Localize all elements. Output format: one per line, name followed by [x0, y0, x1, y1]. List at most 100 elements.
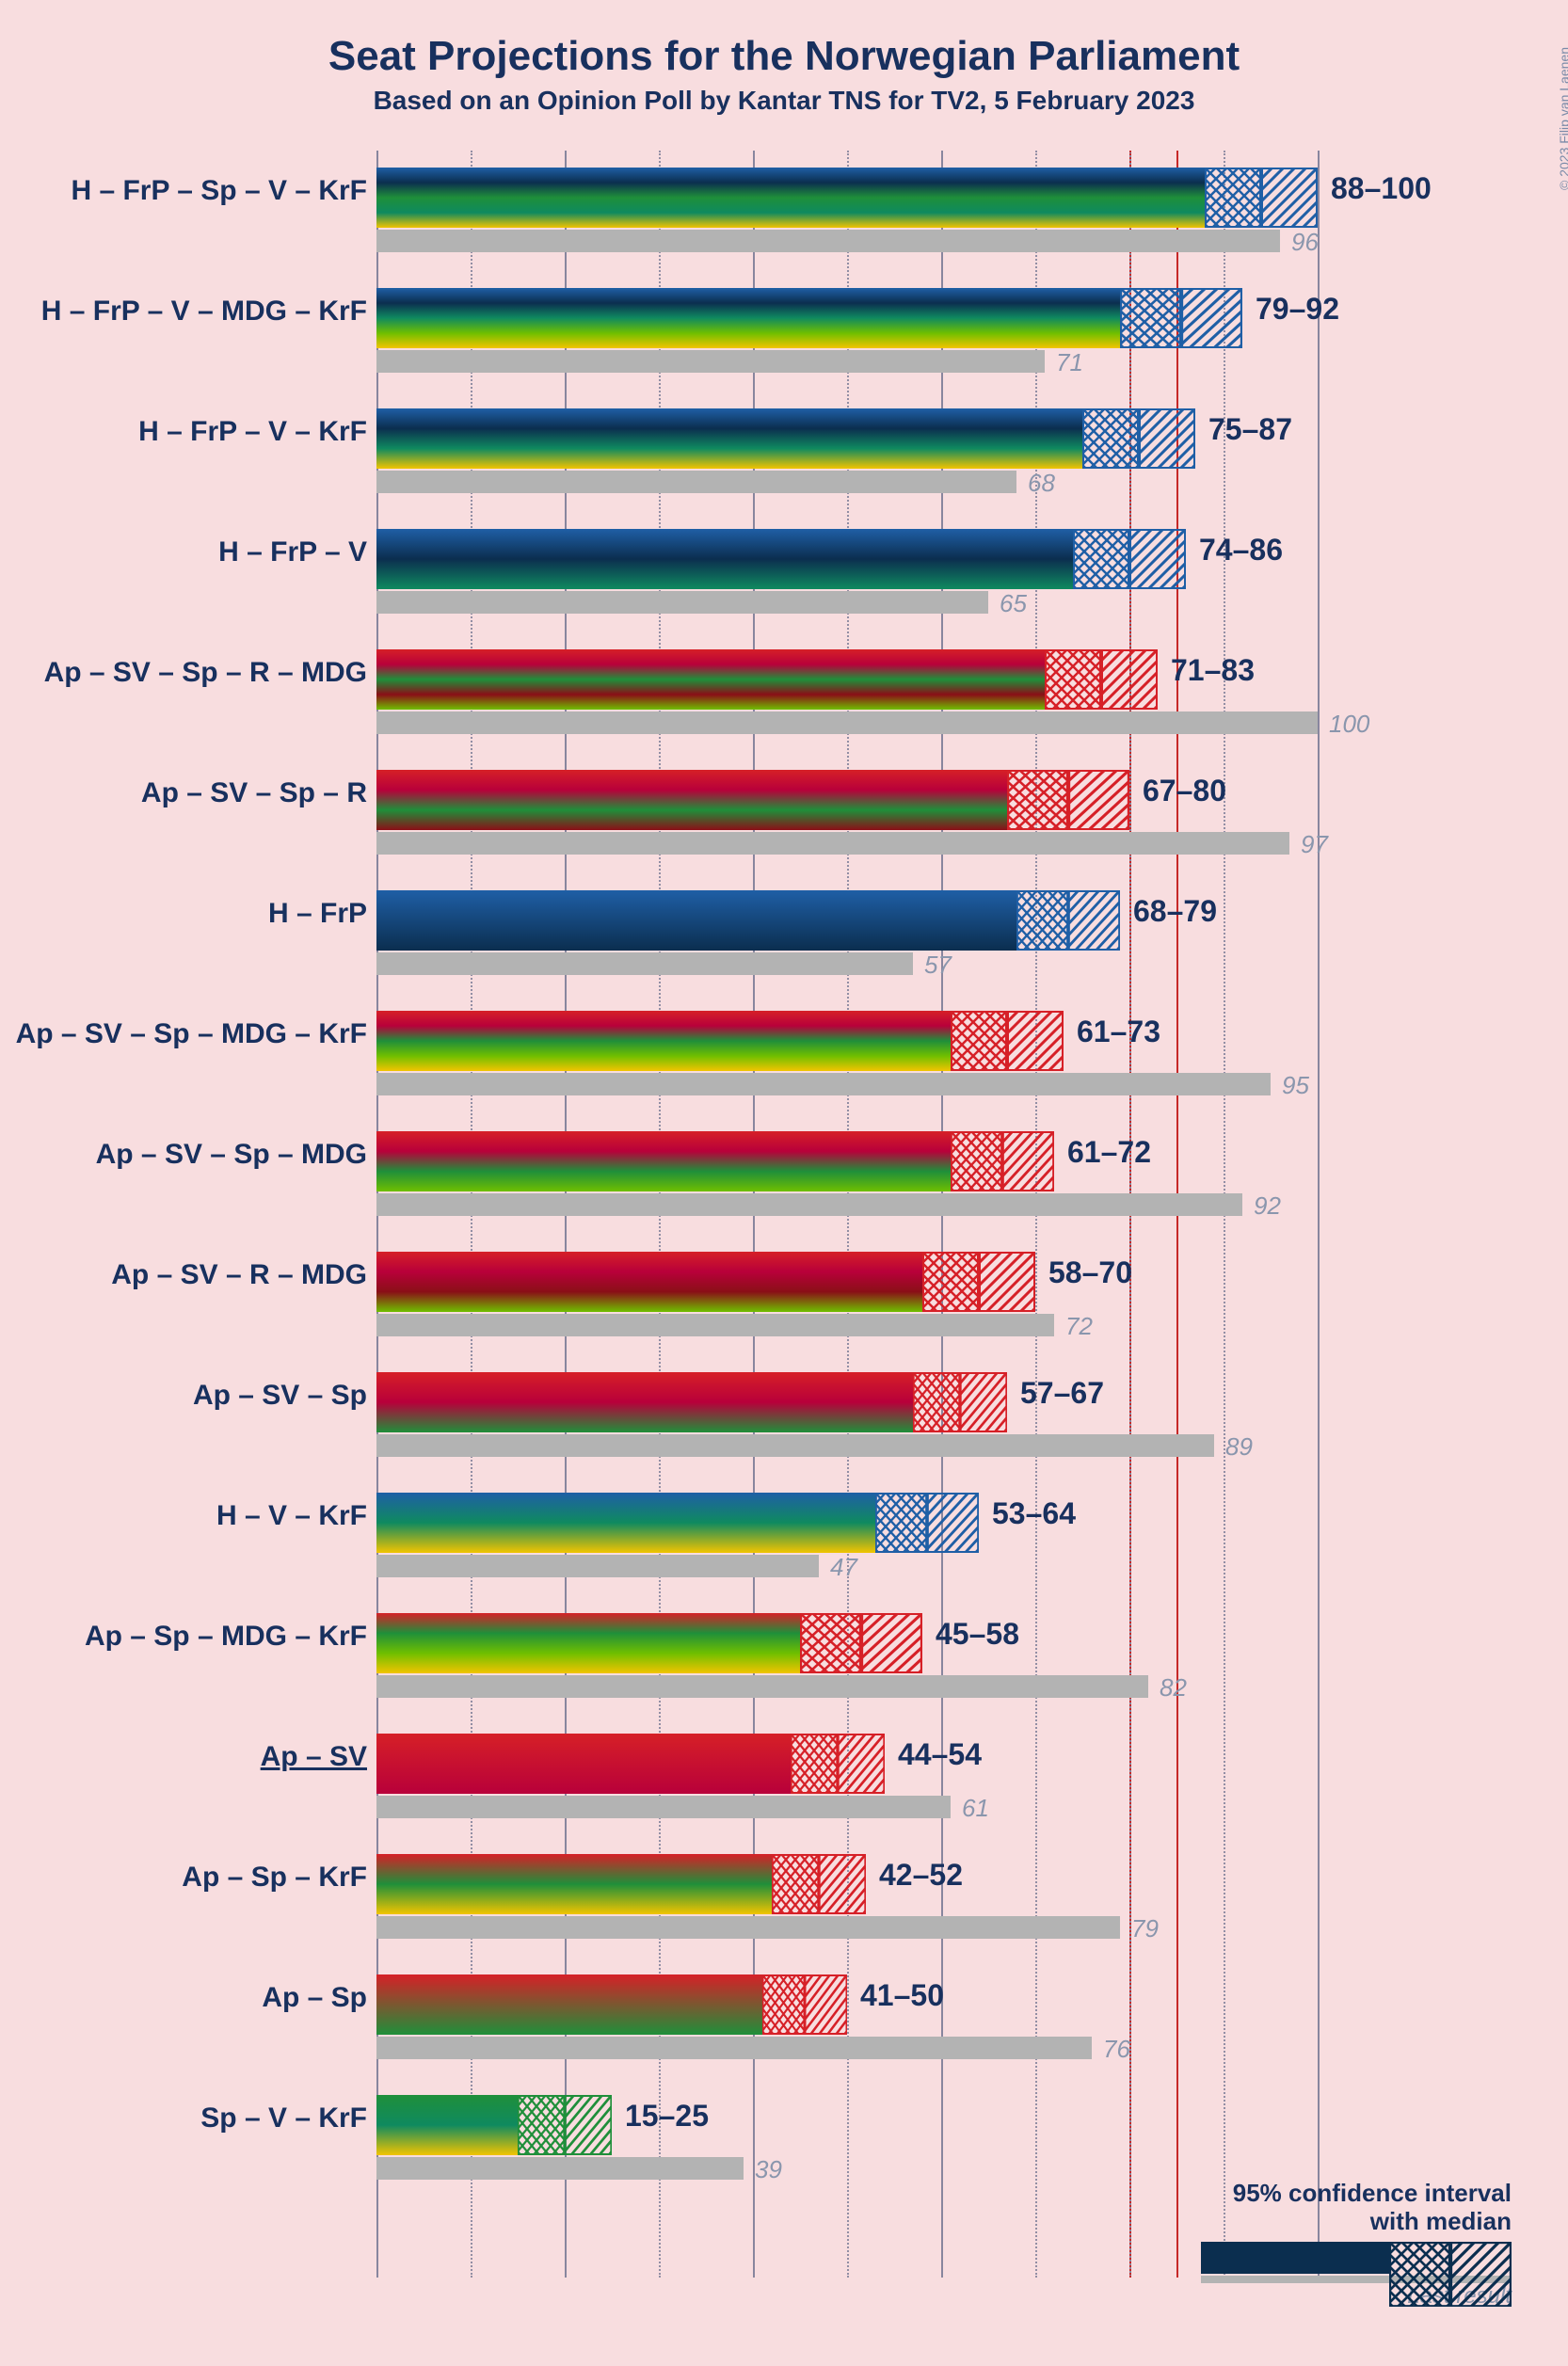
last-result-text: 79 — [1131, 1914, 1159, 1943]
ci-upper-hatch — [819, 1854, 866, 1914]
coalition-label: Ap – SV – Sp – R – MDG — [0, 657, 367, 689]
last-result-bar — [376, 1916, 1120, 1939]
range-text: 88–100 — [1331, 171, 1432, 206]
ci-upper-hatch — [565, 2095, 612, 2155]
last-result-text: 97 — [1301, 830, 1328, 859]
coalition-row: H – FrP – V74–8665 — [0, 512, 1568, 632]
legend-bar — [1201, 2242, 1512, 2274]
last-result-text: 92 — [1254, 1191, 1281, 1221]
range-text: 57–67 — [1020, 1376, 1104, 1411]
last-result-bar — [376, 1434, 1214, 1457]
last-result-bar — [376, 1555, 819, 1577]
range-text: 42–52 — [879, 1858, 963, 1893]
ci-upper-hatch — [1068, 770, 1129, 830]
coalition-row: Ap – SV – Sp – MDG61–7292 — [0, 1114, 1568, 1235]
coalition-bar — [376, 288, 1120, 348]
ci-lower-hatch — [1007, 770, 1068, 830]
coalition-label: Ap – SV – Sp – MDG – KrF — [0, 1018, 367, 1050]
last-result-text: 61 — [962, 1794, 989, 1823]
ci-lower-hatch — [1045, 649, 1101, 710]
ci-upper-hatch — [1007, 1011, 1064, 1071]
last-result-bar — [376, 711, 1318, 734]
coalition-bar — [376, 1854, 772, 1914]
last-result-bar — [376, 1314, 1054, 1336]
coalition-row: H – FrP – V – MDG – KrF 79–92 71 — [0, 271, 1568, 392]
coalition-row: H – FrP – Sp – V – KrF 88–100 96 — [0, 151, 1568, 271]
coalition-bar — [376, 1252, 922, 1312]
last-result-text: 89 — [1225, 1432, 1253, 1462]
ci-lower-hatch — [772, 1854, 819, 1914]
last-result-bar — [376, 952, 913, 975]
coalition-row: Ap – SV – Sp – MDG – KrF61–7395 — [0, 994, 1568, 1114]
coalition-bar — [376, 1974, 762, 2035]
ci-upper-hatch — [1181, 288, 1242, 348]
coalition-row: H – FrP – V – KrF75–8768 — [0, 392, 1568, 512]
ci-upper-hatch — [1101, 649, 1158, 710]
ci-lower-hatch — [1120, 288, 1181, 348]
range-text: 41–50 — [860, 1978, 944, 2013]
ci-lower-hatch — [518, 2095, 565, 2155]
subtitle: Based on an Opinion Poll by Kantar TNS f… — [0, 86, 1568, 116]
last-result-bar — [376, 832, 1289, 855]
ci-lower-hatch — [791, 1734, 838, 1794]
coalition-label: Ap – SV — [0, 1741, 367, 1773]
ci-lower-hatch — [875, 1493, 927, 1553]
last-result-text: 57 — [924, 951, 952, 980]
legend-text: 95% confidence interval with median — [1201, 2180, 1512, 2236]
range-text: 58–70 — [1048, 1255, 1132, 1290]
ci-upper-hatch — [1002, 1131, 1054, 1191]
range-text: 44–54 — [898, 1737, 982, 1772]
coalition-label: H – FrP — [0, 898, 367, 930]
last-result-text: 65 — [1000, 589, 1027, 618]
range-text: 53–64 — [992, 1496, 1076, 1531]
coalition-label: Sp – V – KrF — [0, 2102, 367, 2134]
last-result-text: 96 — [1291, 228, 1319, 257]
coalition-row: Ap – Sp41–5076 — [0, 1958, 1568, 2078]
ci-lower-hatch — [762, 1974, 805, 2035]
ci-upper-hatch — [861, 1613, 922, 1673]
last-result-text: 76 — [1103, 2035, 1130, 2064]
last-result-bar — [376, 1073, 1271, 1095]
coalition-bar — [376, 529, 1073, 589]
ci-upper-hatch — [805, 1974, 847, 2035]
coalition-label: H – FrP – Sp – V – KrF — [0, 175, 367, 207]
ci-lower-hatch — [1205, 168, 1261, 228]
last-result-bar — [376, 591, 988, 614]
last-result-text: 82 — [1160, 1673, 1187, 1703]
ci-upper-hatch — [838, 1734, 885, 1794]
ci-lower-hatch — [913, 1372, 960, 1432]
coalition-bar — [376, 1131, 951, 1191]
coalition-label: Ap – SV – Sp – MDG — [0, 1139, 367, 1171]
last-result-text: 47 — [830, 1553, 857, 1582]
last-result-bar — [376, 2037, 1092, 2059]
coalition-label: Ap – SV – R – MDG — [0, 1259, 367, 1291]
last-result-text: 72 — [1065, 1312, 1093, 1341]
range-text: 79–92 — [1256, 292, 1339, 327]
coalition-label: H – FrP – V – MDG – KrF — [0, 296, 367, 328]
range-text: 71–83 — [1171, 653, 1255, 688]
range-text: 75–87 — [1208, 412, 1292, 447]
coalition-row: Ap – SV – R – MDG 58–70 72 — [0, 1235, 1568, 1355]
range-text: 74–86 — [1199, 533, 1283, 568]
coalition-bar — [376, 770, 1007, 830]
ci-upper-hatch — [927, 1493, 979, 1553]
last-result-bar — [376, 2157, 744, 2180]
ci-upper-hatch — [960, 1372, 1007, 1432]
range-text: 45–58 — [936, 1617, 1019, 1652]
last-result-bar — [376, 471, 1016, 493]
coalition-row: Ap – SV – Sp 57–67 89 — [0, 1355, 1568, 1476]
ci-upper-hatch — [1261, 168, 1318, 228]
ci-lower-hatch — [800, 1613, 861, 1673]
coalition-label: Ap – Sp – KrF — [0, 1862, 367, 1894]
coalition-row: Ap – Sp – MDG – KrF45–5882 — [0, 1596, 1568, 1717]
range-text: 61–73 — [1077, 1015, 1160, 1049]
chart-container: Seat Projections for the Norwegian Parli… — [0, 0, 1568, 2366]
last-result-bar — [376, 1796, 951, 1818]
coalition-label: H – FrP – V – KrF — [0, 416, 367, 448]
coalition-label: Ap – SV – Sp — [0, 1380, 367, 1412]
ci-lower-hatch — [951, 1011, 1007, 1071]
coalition-bar — [376, 2095, 518, 2155]
ci-upper-hatch — [1139, 408, 1195, 469]
last-result-text: 100 — [1329, 710, 1369, 739]
last-result-text: 71 — [1056, 348, 1083, 377]
